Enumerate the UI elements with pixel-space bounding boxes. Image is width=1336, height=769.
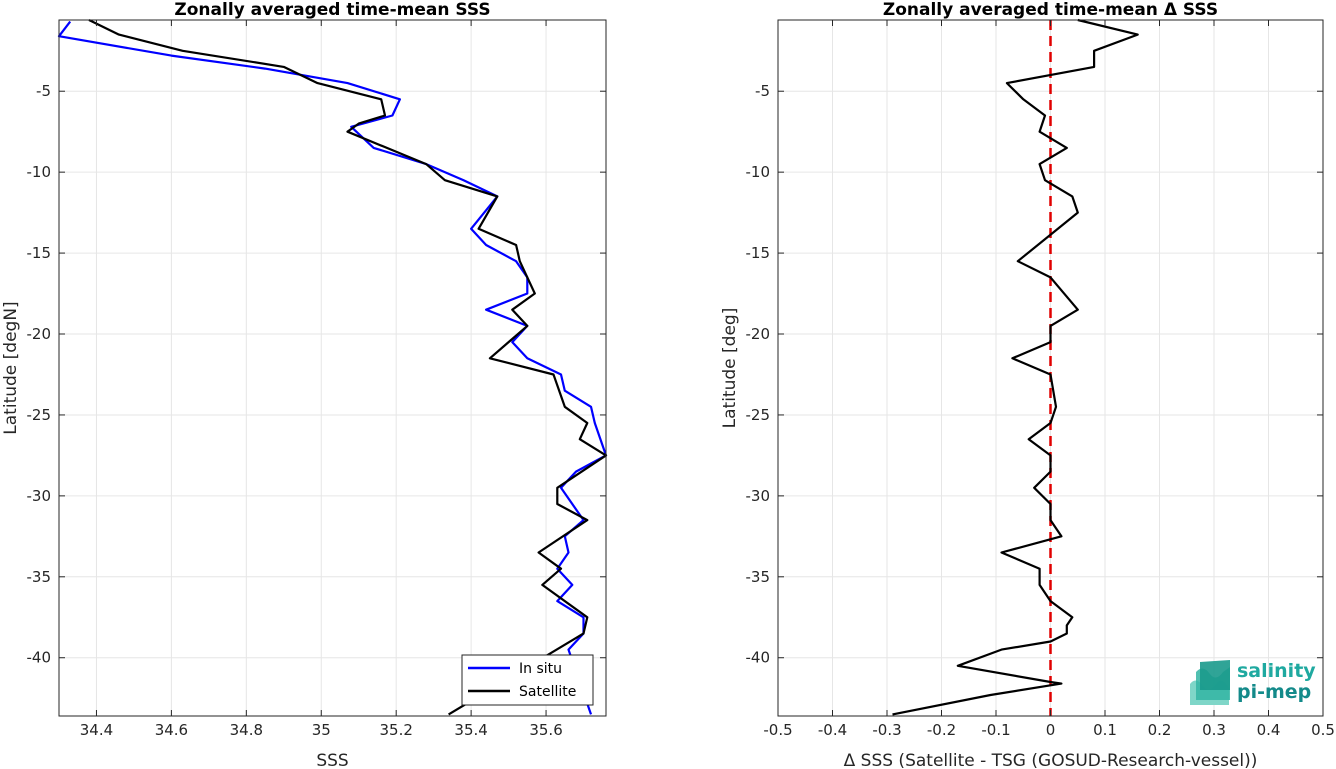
logo-text-salinity: salinity xyxy=(1237,660,1316,682)
x-tick-label: -0.3 xyxy=(872,721,901,739)
left-plot-sss: 34.4 34.6 34.8 35 35.2 35.4 35.6 -5 -10 -15 -20 -25… xyxy=(1,0,608,769)
y-tick-label: -15 xyxy=(27,244,52,262)
x-tick-label: 0.4 xyxy=(1257,721,1281,739)
left-plot-ticks: 34.4 34.6 34.8 35 35.2 35.4 35.6 -5 -10 -15 -20 -25… xyxy=(27,20,606,739)
y-tick-label: -25 xyxy=(746,406,771,424)
x-tick-label: 0.5 xyxy=(1311,721,1335,739)
x-tick-label: 0 xyxy=(1046,721,1056,739)
y-tick-label: -25 xyxy=(27,406,52,424)
legend-label-satellite: Satellite xyxy=(519,684,576,700)
x-tick-label: 34.6 xyxy=(155,721,188,739)
left-plot-series xyxy=(57,19,608,716)
right-plot-title: Zonally averaged time-mean Δ SSS xyxy=(883,0,1218,20)
right-plot-grid xyxy=(777,20,1324,716)
y-tick-label: -10 xyxy=(27,163,52,181)
y-tick-label: -10 xyxy=(746,163,771,181)
legend-box xyxy=(461,654,594,706)
y-tick-label: -30 xyxy=(27,487,52,505)
y-tick-label: -30 xyxy=(746,487,771,505)
x-tick-label: -0.2 xyxy=(927,721,956,739)
y-tick-label: -40 xyxy=(27,649,52,667)
left-plot-title: Zonally averaged time-mean SSS xyxy=(174,0,490,20)
x-tick-label: -0.4 xyxy=(818,721,847,739)
left-plot-grid xyxy=(59,20,606,716)
right-plot-delta-sss: -0.5 -0.4 -0.3 -0.2 -0.1 0 0.1 0.2 0.3 0.4 0.5 -5 -1… xyxy=(720,0,1335,769)
left-plot-y-axis-label: Latitude [degN] xyxy=(1,301,21,434)
legend-label-in-situ: In situ xyxy=(519,661,562,677)
left-plot-frame xyxy=(58,19,607,717)
x-tick-label: 35.2 xyxy=(379,721,412,739)
left-plot-x-axis-label: SSS xyxy=(316,751,348,769)
y-tick-label: -35 xyxy=(746,568,771,586)
x-tick-label: 0.1 xyxy=(1093,721,1117,739)
y-tick-label: -5 xyxy=(36,82,51,100)
x-tick-label: -0.5 xyxy=(763,721,792,739)
x-tick-label: 34.4 xyxy=(80,721,113,739)
x-tick-label: -0.1 xyxy=(981,721,1010,739)
x-tick-label: 0.3 xyxy=(1202,721,1226,739)
logo-text-pi-mep: pi-mep xyxy=(1237,681,1311,703)
y-tick-label: -15 xyxy=(746,244,771,262)
legend: In situ Satellite xyxy=(461,654,594,706)
series-line-in-situ xyxy=(57,20,608,715)
logo-wave-icon xyxy=(1190,660,1230,705)
series-line-delta-sss xyxy=(892,18,1139,716)
x-tick-label: 35 xyxy=(312,721,331,739)
x-tick-label: 35.4 xyxy=(454,721,487,739)
right-plot-y-axis-label: Latitude [deg] xyxy=(720,308,740,429)
left-plot-area xyxy=(59,20,606,716)
salinity-pi-mep-logo: salinity pi-mep xyxy=(1190,660,1316,705)
right-plot-x-axis-label: Δ SSS (Satellite - TSG (GOSUD-Research-v… xyxy=(844,751,1258,769)
y-tick-label: -5 xyxy=(755,82,770,100)
series-line-satellite xyxy=(88,19,608,716)
x-tick-label: 34.8 xyxy=(230,721,263,739)
y-tick-label: -40 xyxy=(746,649,771,667)
x-tick-label: 35.6 xyxy=(529,721,562,739)
right-plot-series xyxy=(892,18,1139,716)
right-plot-ticks: -0.5 -0.4 -0.3 -0.2 -0.1 0 0.1 0.2 0.3 0.4 0.5 -5 -1… xyxy=(746,20,1335,739)
y-tick-label: -20 xyxy=(746,325,771,343)
x-tick-label: 0.2 xyxy=(1148,721,1172,739)
y-tick-label: -35 xyxy=(27,568,52,586)
y-tick-label: -20 xyxy=(27,325,52,343)
